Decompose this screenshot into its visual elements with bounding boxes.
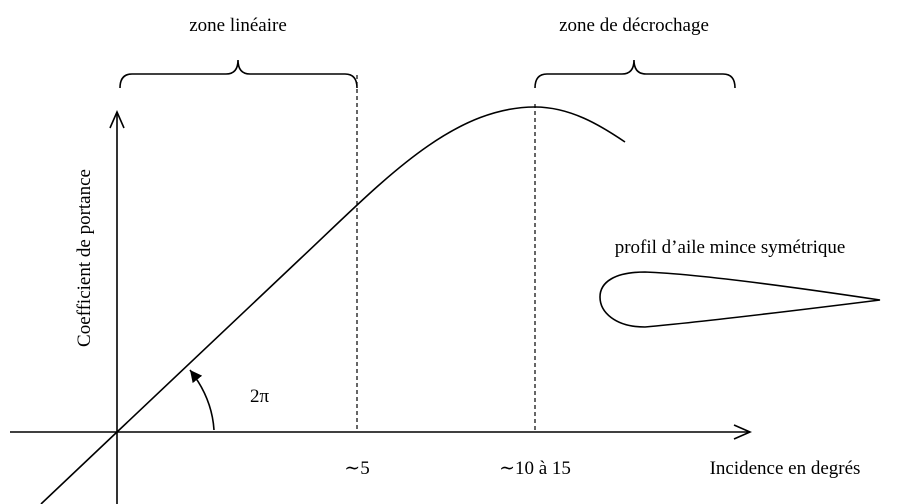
- linear-zone-label: zone linéaire: [189, 15, 287, 36]
- airfoil: [599, 271, 881, 328]
- lift-curve: [40, 106, 626, 504]
- slope-label: 2π: [250, 386, 270, 407]
- stall-brace: [534, 59, 736, 89]
- stall-zone-label: zone de décrochage: [559, 15, 709, 36]
- linear-brace: [119, 59, 358, 89]
- marker-second: ∼10 à 15: [499, 458, 571, 479]
- slope-arc: [189, 369, 215, 431]
- x-axis-label: Incidence en degrés: [710, 458, 861, 479]
- y-axis-label: Coefficient de portance: [74, 169, 95, 347]
- marker-first: ∼5: [344, 458, 369, 479]
- airfoil-label: profil d’aile mince symétrique: [615, 237, 846, 258]
